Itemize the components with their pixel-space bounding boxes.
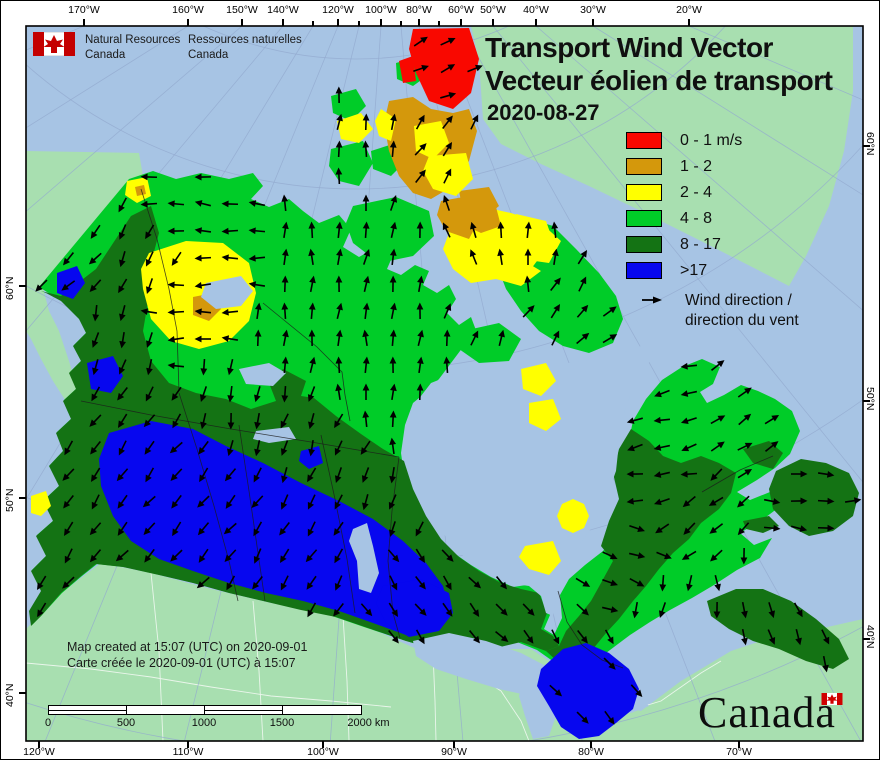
canada-wordmark: Canada bbox=[698, 688, 836, 737]
scale-bar-segment bbox=[49, 706, 127, 714]
legend-label: 4 - 8 bbox=[680, 210, 713, 227]
axis-label: 20°W bbox=[676, 4, 702, 16]
axis-tick bbox=[590, 741, 592, 748]
legend-swatch bbox=[626, 262, 662, 279]
dept-name-en: Natural Resources Canada bbox=[85, 34, 181, 61]
legend-label: 2 - 4 bbox=[680, 184, 713, 201]
wind-direction-arrow-icon bbox=[642, 296, 662, 304]
axis-tick bbox=[337, 19, 339, 26]
axis-tick bbox=[38, 741, 40, 748]
axis-label: 170°W bbox=[68, 4, 100, 16]
created-note-en: Map created at 15:07 (UTC) on 2020-09-01 bbox=[67, 640, 308, 654]
axis-tick bbox=[535, 19, 537, 26]
axis-tick bbox=[380, 19, 382, 26]
legend-swatch bbox=[626, 210, 662, 227]
legend-label: 1 - 2 bbox=[680, 158, 713, 175]
scale-bar-segment bbox=[283, 706, 361, 714]
axis-label: 100°W bbox=[307, 746, 339, 758]
axis-tick bbox=[282, 19, 284, 26]
axis-tick bbox=[241, 19, 243, 26]
axis-label: 60°N bbox=[864, 132, 876, 156]
scale-bar-segment bbox=[205, 706, 283, 714]
axis-label: 80°W bbox=[578, 746, 604, 758]
scale-bar-tick-label: 2000 km bbox=[347, 717, 390, 729]
axis-tick bbox=[358, 21, 360, 26]
axis-tick bbox=[83, 19, 85, 26]
scale-bar-tick-label: 0 bbox=[44, 717, 52, 729]
axis-label: 90°W bbox=[441, 746, 467, 758]
wind-direction-label-fr: direction du vent bbox=[685, 312, 799, 329]
axis-label: 30°W bbox=[580, 4, 606, 16]
legend-label: 0 - 1 m/s bbox=[680, 132, 743, 149]
axis-tick bbox=[863, 400, 870, 402]
axis-tick bbox=[688, 19, 690, 26]
wind-direction-label-en: Wind direction / bbox=[685, 292, 792, 309]
axis-label: 160°W bbox=[172, 4, 204, 16]
axis-tick bbox=[312, 21, 314, 26]
axis-label: 50°N bbox=[864, 387, 876, 411]
axis-label: 70°W bbox=[726, 746, 752, 758]
axis-label: 60°N bbox=[4, 276, 16, 300]
scale-bar-tick-label: 1500 bbox=[269, 717, 295, 729]
canada-flag-icon bbox=[33, 32, 75, 56]
axis-label: 110°W bbox=[172, 746, 204, 758]
wordmark-flag-icon bbox=[821, 693, 843, 705]
axis-label: 120°W bbox=[23, 746, 55, 758]
axis-label: 50°N bbox=[4, 488, 16, 512]
axis-tick bbox=[863, 638, 870, 640]
scale-bar bbox=[48, 705, 362, 715]
axis-label: 40°N bbox=[864, 625, 876, 649]
axis-label: 80°W bbox=[406, 4, 432, 16]
map-title-fr: Vecteur éolien de transport bbox=[485, 65, 833, 96]
legend-swatch bbox=[626, 158, 662, 175]
scale-bar-tick-label: 500 bbox=[116, 717, 136, 729]
axis-tick bbox=[400, 21, 402, 26]
dept-name-fr: Ressources naturelles Canada bbox=[188, 34, 302, 61]
axis-tick bbox=[438, 21, 440, 26]
axis-tick bbox=[592, 19, 594, 26]
map-title-en: Transport Wind Vector bbox=[485, 32, 773, 63]
created-note-fr: Carte créée le 2020-09-01 (UTC) à 15:07 bbox=[67, 656, 296, 670]
axis-label: 150°W bbox=[226, 4, 258, 16]
scale-bar-tick-label: 1000 bbox=[191, 717, 217, 729]
axis-tick bbox=[492, 19, 494, 26]
axis-tick bbox=[187, 741, 189, 748]
map-title: Transport Wind Vector Vecteur éolien de … bbox=[485, 31, 833, 97]
axis-label: 50°W bbox=[480, 4, 506, 16]
legend-swatch bbox=[626, 184, 662, 201]
axis-label: 100°W bbox=[365, 4, 397, 16]
axis-label: 120°W bbox=[322, 4, 354, 16]
axis-tick bbox=[19, 497, 26, 499]
axis-label: 40°N bbox=[4, 683, 16, 707]
axis-tick bbox=[418, 19, 420, 26]
legend-swatch bbox=[626, 132, 662, 149]
axis-tick bbox=[738, 741, 740, 748]
map-date: 2020-08-27 bbox=[487, 100, 600, 125]
axis-label: 140°W bbox=[267, 4, 299, 16]
legend-label: 8 - 17 bbox=[680, 236, 721, 253]
legend-label: >17 bbox=[680, 262, 708, 279]
axis-label: 40°W bbox=[523, 4, 549, 16]
axis-label: 60°W bbox=[448, 4, 474, 16]
axis-tick bbox=[863, 145, 870, 147]
axis-tick bbox=[187, 19, 189, 26]
axis-tick bbox=[460, 19, 462, 26]
scale-bar-segment bbox=[127, 706, 205, 714]
axis-tick bbox=[453, 741, 455, 748]
axis-tick bbox=[322, 741, 324, 748]
legend-swatch bbox=[626, 236, 662, 253]
axis-tick bbox=[19, 692, 26, 694]
axis-tick bbox=[19, 285, 26, 287]
